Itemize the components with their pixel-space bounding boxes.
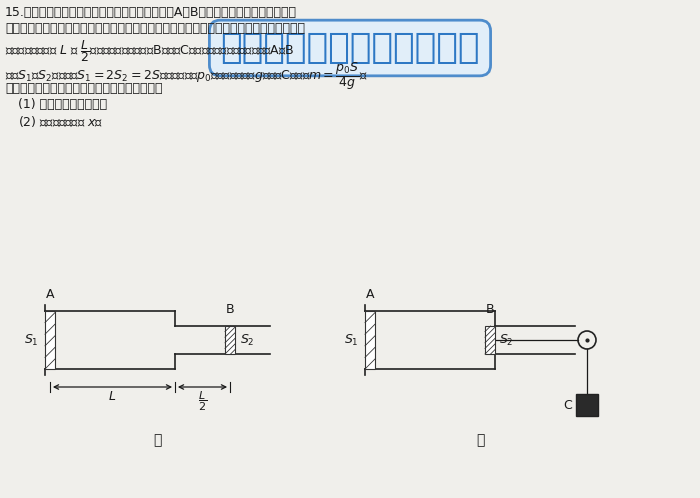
Text: 面积$S_1$、$S_2$的关系为$S_1=2S_2=2S$，大气压强为$p_0$，重力加速度为$g$，重物C质量为$m=\dfrac{p_0 S}{4g}$，: 面积$S_1$、$S_2$的关系为$S_1=2S_2=2S$，大气压强为$p_0… [5,60,368,92]
Text: A: A [365,288,375,301]
Bar [485,326,495,354]
Text: C: C [564,398,572,411]
Bar [576,394,598,416]
Text: $L$: $L$ [108,390,117,403]
Text: $S_2$: $S_2$ [240,333,255,348]
Text: $S_2$: $S_2$ [499,333,514,348]
Text: A: A [46,288,55,301]
Bar [365,311,375,369]
Text: B: B [225,303,234,316]
Text: $S_1$: $S_1$ [25,333,39,348]
Text: (1) 气缸内气体的压强；: (1) 气缸内气体的压强； [18,98,107,111]
Text: 环境温度保持不变。当两活塞再次静止时，求：: 环境温度保持不变。当两活塞再次静止时，求： [5,82,162,95]
Text: $S_1$: $S_1$ [344,333,359,348]
Text: (2) 活塞移动的距离 $x$。: (2) 活塞移动的距离 $x$。 [18,114,104,129]
Text: 气柱的长度分别为 $L$ 和 $\dfrac{L}{2}$；现用轻质细线将活塞B与重物C拴接，如图乙所示。已知活塞A、B: 气柱的长度分别为 $L$ 和 $\dfrac{L}{2}$；现用轻质细线将活塞B… [5,38,294,64]
Text: B: B [486,303,494,316]
Text: 15.如图甲所示，两端开口的导热气缸水平固定，A、B是厚度不计的两轻活塞，可在: 15.如图甲所示，两端开口的导热气缸水平固定，A、B是厚度不计的两轻活塞，可在 [5,6,297,19]
Text: $\dfrac{L}{2}$: $\dfrac{L}{2}$ [198,390,207,413]
Bar [225,326,235,354]
Text: 乙: 乙 [476,433,484,447]
Text: 气缸内无摩擦滑动，两轻活塞将一段封闭起来，如图甲所示有理想气体，将气体分成两部分: 气缸内无摩擦滑动，两轻活塞将一段封闭起来，如图甲所示有理想气体，将气体分成两部分 [5,22,305,35]
Text: 微信公众号关注：趣找答案: 微信公众号关注：趣找答案 [220,31,480,65]
Bar [45,311,55,369]
Text: 甲: 甲 [153,433,162,447]
